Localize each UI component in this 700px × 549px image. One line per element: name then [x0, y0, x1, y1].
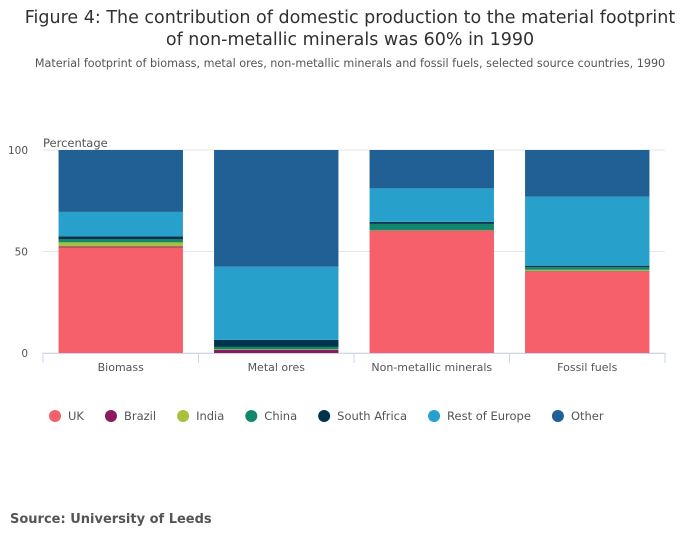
- bar-metal-ores-india: [214, 349, 339, 350]
- x-tick-label-fossil-fuels: Fossil fuels: [557, 361, 617, 374]
- bar-metal-ores-brazil: [214, 349, 339, 353]
- y-tick-label-50: 50: [15, 247, 28, 259]
- bar-fossil-fuels-china: [525, 267, 650, 270]
- x-tick-label-metal-ores: Metal ores: [248, 361, 306, 374]
- bar-biomass-china: [58, 239, 183, 243]
- chart-title: Figure 4: The contribution of domestic p…: [0, 7, 700, 51]
- chart-subtitle: Material footprint of biomass, metal ore…: [34, 57, 666, 70]
- legend-marker-india: [177, 410, 190, 422]
- x-tick-label-non-metallic-minerals: Non-metallic minerals: [371, 361, 492, 374]
- bar-non-metallic-minerals-rest-of-europe: [369, 188, 494, 222]
- bar-biomass-brazil: [58, 246, 183, 248]
- bar-non-metallic-minerals-south-africa: [369, 221, 494, 224]
- legend-label-china: China: [264, 409, 297, 423]
- bar-fossil-fuels-uk: [525, 271, 650, 353]
- bar-biomass-other: [58, 150, 183, 212]
- legend-label-uk: UK: [68, 409, 84, 423]
- bar-biomass-south-africa: [58, 236, 183, 240]
- bar-metal-ores-other: [214, 150, 339, 267]
- bar-biomass-india: [58, 242, 183, 247]
- bar-fossil-fuels-other: [525, 150, 650, 197]
- x-tick-label-biomass: Biomass: [98, 361, 145, 374]
- bar-non-metallic-minerals-uk: [369, 231, 494, 353]
- y-axis-label: Percentage: [43, 136, 108, 150]
- legend-label-other: Other: [571, 409, 604, 423]
- bar-non-metallic-minerals-india: [369, 229, 494, 231]
- legend-label-brazil: Brazil: [124, 409, 156, 423]
- y-tick-label-0: 0: [21, 348, 28, 360]
- legend-marker-other: [551, 410, 564, 422]
- bar-metal-ores-china: [214, 346, 339, 350]
- legend-marker-rest-of-europe: [428, 410, 441, 422]
- bar-fossil-fuels-rest-of-europe: [525, 196, 650, 266]
- bar-metal-ores-south-africa: [214, 339, 339, 347]
- bar-biomass-uk: [58, 247, 183, 353]
- bar-biomass-rest-of-europe: [58, 211, 183, 237]
- legend-marker-south-africa: [318, 410, 331, 422]
- legend-label-south-africa: South Africa: [337, 409, 407, 423]
- chart-title-line-1: Figure 4: The contribution of domestic p…: [24, 8, 676, 28]
- legend-marker-brazil: [104, 410, 117, 422]
- chart-title-line-2: of non-metallic minerals was 60% in 1990: [165, 30, 535, 50]
- bar-metal-ores-rest-of-europe: [214, 266, 339, 340]
- bar-fossil-fuels-south-africa: [525, 265, 650, 268]
- legend-marker-china: [245, 410, 258, 422]
- bar-non-metallic-minerals-china: [369, 223, 494, 230]
- bar-fossil-fuels-brazil: [525, 271, 650, 272]
- legend-marker-uk: [49, 410, 61, 422]
- legend-label-rest-of-europe: Rest of Europe: [447, 409, 531, 423]
- bar-fossil-fuels-india: [525, 269, 650, 272]
- bar-non-metallic-minerals-other: [369, 150, 494, 189]
- bar-non-metallic-minerals-brazil: [369, 230, 494, 232]
- source-note: Source: University of Leeds: [10, 512, 212, 527]
- legend-label-india: India: [196, 409, 224, 423]
- y-tick-label-100: 100: [8, 145, 28, 157]
